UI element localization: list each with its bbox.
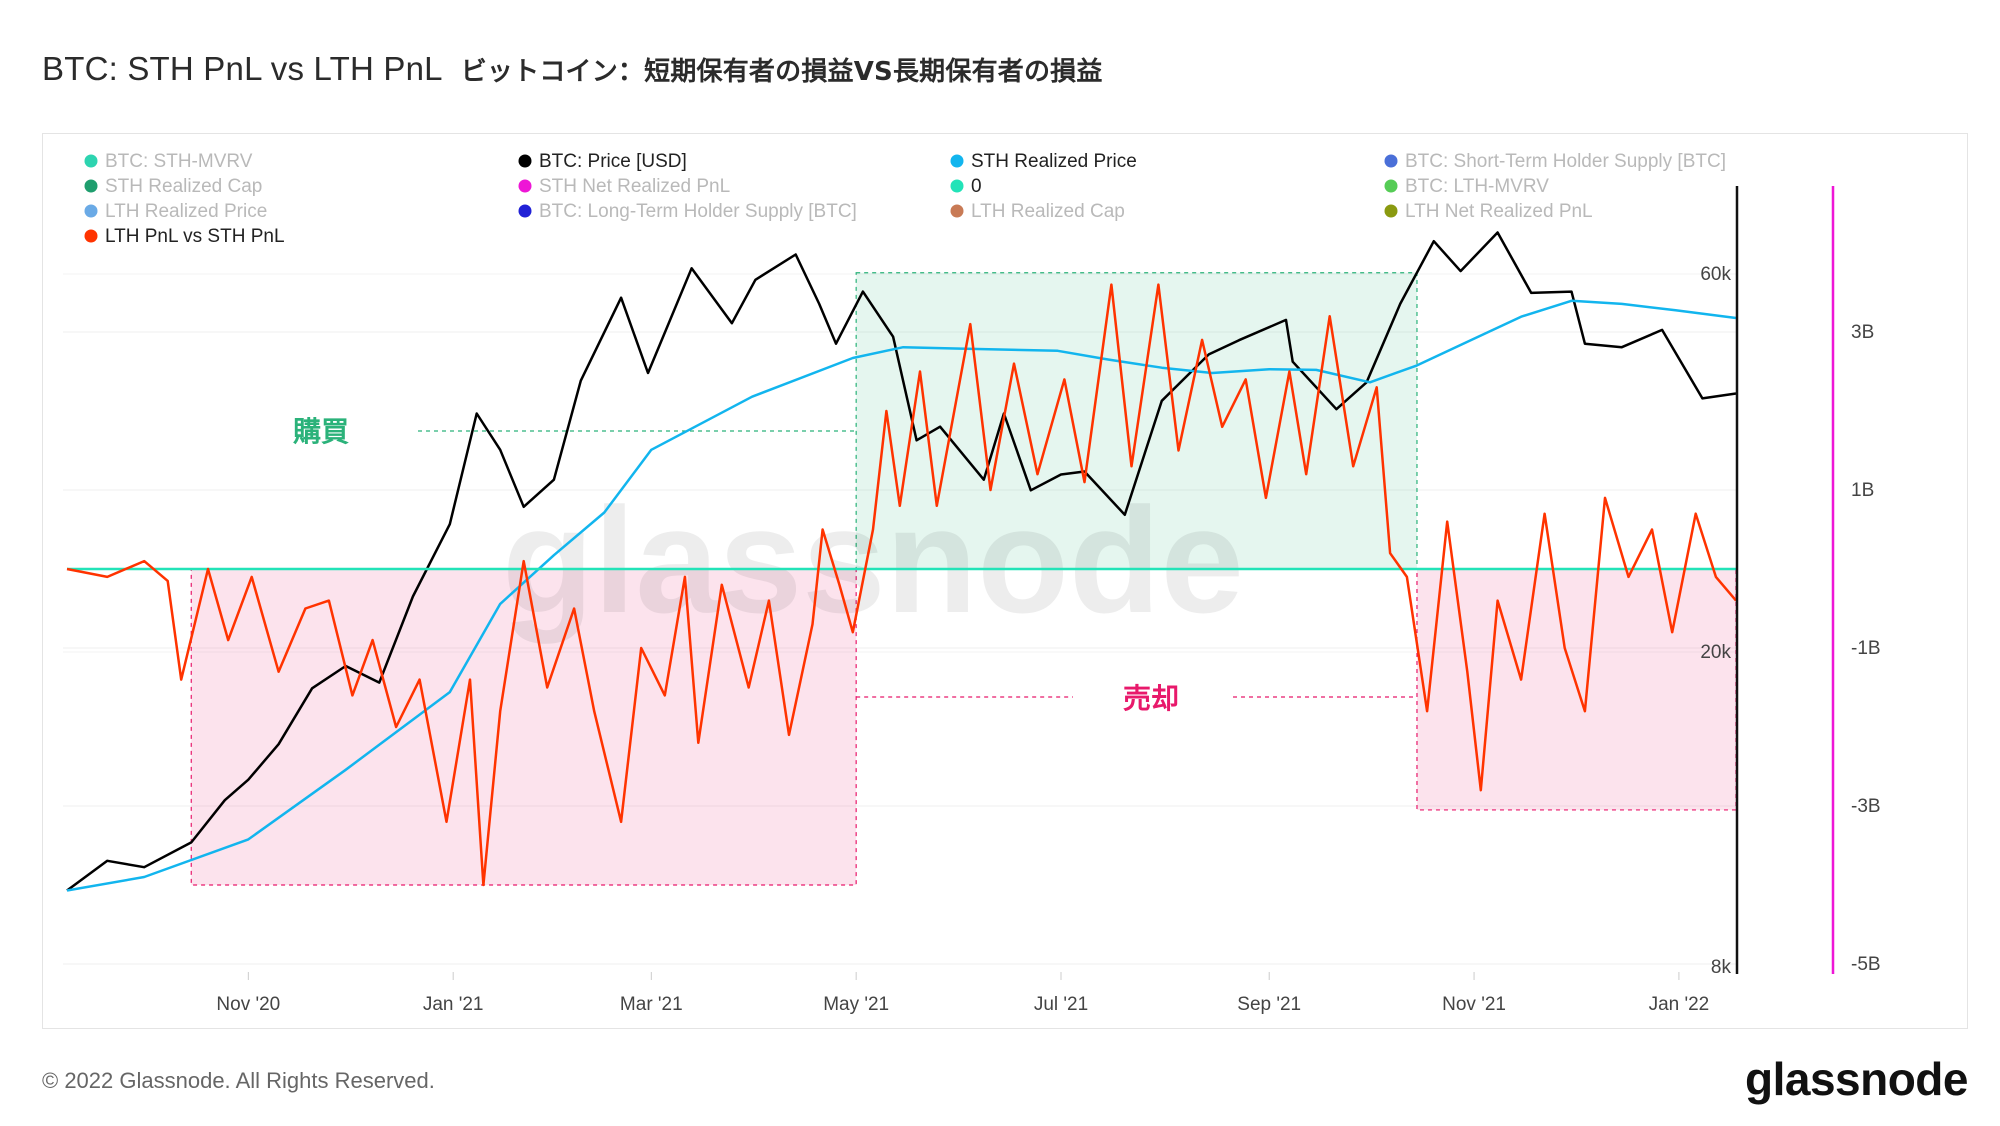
glassnode-logo: glassnode [1744,1053,1969,1105]
highlight-regions [190,272,1737,886]
y-right-tick-label-3: -3B [1851,796,1881,817]
sell-region-1 [190,568,857,886]
legend-label: 0 [971,176,982,197]
legend-item-lth-pnl-vs-sth-pnl[interactable]: LTH PnL vs STH PnL [84,226,285,247]
title-jp: ビットコイン：短期保有者の損益VS長期保有者の損益 [460,57,1103,87]
legend-item-sth-net-realized-pnl[interactable]: STH Net Realized PnL [518,176,731,197]
chart-title: BTC: STH PnL vs LTH PnL ビットコイン：短期保有者の損益VS… [42,50,1103,88]
legend-label: BTC: Short-Term Holder Supply [BTC] [1405,151,1726,172]
y-left-tick-label-1: 20k [1700,642,1731,663]
series-line-lth-pnl-vs-sth-pnl [66,283,1737,887]
x-tick-label-7: Jan '22 [1649,994,1710,1015]
y-left-tick-label-2: 60k [1700,264,1731,285]
legend-label: STH Realized Cap [105,176,262,197]
sell-region-2 [1416,568,1737,811]
legend-item-btc-short-term-holder-supply-btc[interactable]: BTC: Short-Term Holder Supply [BTC] [1384,151,1726,172]
annotation-connectors [418,430,1417,698]
series-lines [66,231,1737,892]
x-tick-label-0: Nov '20 [216,994,280,1015]
buy-region-0 [855,272,1418,570]
x-tick-label-1: Jan '21 [423,994,484,1015]
y-right-tick-label-1: 1B [1851,480,1874,501]
legend-item-btc-long-term-holder-supply-btc[interactable]: BTC: Long-Term Holder Supply [BTC] [518,201,857,222]
x-tick-label-4: Jul '21 [1034,994,1088,1015]
title-en: BTC: STH PnL vs LTH PnL [42,50,443,87]
y-left-tick-label-0: 8k [1711,957,1732,978]
legend-label: BTC: Long-Term Holder Supply [BTC] [539,201,857,222]
legend-item-btc-price-usd[interactable]: BTC: Price [USD] [518,151,687,172]
legend-item-lth-realized-price[interactable]: LTH Realized Price [84,201,268,222]
y-left-axis: 8k 20k 60k [1700,264,1731,978]
legend-marker [84,229,98,243]
x-tick-label-3: May '21 [823,994,889,1015]
legend-label: LTH PnL vs STH PnL [105,226,285,247]
legend-item-sth-realized-price[interactable]: STH Realized Price [950,151,1137,172]
legend-marker [1384,204,1398,218]
legend-marker [84,204,98,218]
legend-marker [950,154,964,168]
legend-item-btc-lth-mvrv[interactable]: BTC: LTH-MVRV [1384,176,1550,197]
legend-marker [518,154,532,168]
legend-marker [84,154,98,168]
copyright-text: © 2022 Glassnode. All Rights Reserved. [42,1068,435,1093]
legend-label: BTC: Price [USD] [539,151,687,172]
legend-item-lth-realized-cap[interactable]: LTH Realized Cap [950,201,1125,222]
legend-label: LTH Net Realized PnL [1405,201,1593,222]
legend-label: STH Realized Price [971,151,1137,172]
legend-item-sth-realized-cap[interactable]: STH Realized Cap [84,176,263,197]
legend: BTC: STH-MVRV BTC: Price [USD] STH Realize… [84,151,1726,247]
y-right-tick-label-2: -1B [1851,638,1881,659]
legend-marker [518,179,532,193]
legend-item-btc-sth-mvrv[interactable]: BTC: STH-MVRV [84,151,253,172]
legend-marker [518,204,532,218]
y-right-tick-label-0: 3B [1851,322,1874,343]
legend-label: LTH Realized Price [105,201,267,222]
x-tick-label-6: Nov '21 [1442,994,1506,1015]
series-line-btc-price-usd [66,231,1737,892]
legend-label: LTH Realized Cap [971,201,1125,222]
legend-marker [1384,154,1398,168]
legend-label: BTC: LTH-MVRV [1405,176,1549,197]
legend-label: STH Net Realized PnL [539,176,730,197]
legend-marker [1384,179,1398,193]
chart-panel: glassnode 購買売却 Nov '20 Jan '21 Mar '21 May '2… [42,133,1968,1029]
legend-marker [84,179,98,193]
legend-label: BTC: STH-MVRV [105,151,253,172]
y-right-axis: 3B 1B -1B -3B -5B [1851,322,1881,975]
x-tick-label-2: Mar '21 [620,994,683,1015]
x-axis: Nov '20 Jan '21 Mar '21 May '21 Jul '21 Sep '… [216,972,1709,1015]
x-tick-label-5: Sep '21 [1237,994,1301,1015]
legend-marker [950,179,964,193]
sell-label: 売却 [1123,682,1179,715]
buy-label: 購買 [293,415,349,448]
legend-marker [950,204,964,218]
legend-item-lth-net-realized-pnl[interactable]: LTH Net Realized PnL [1384,201,1593,222]
legend-item-0[interactable]: 0 [950,176,982,197]
watermark: glassnode [502,476,1244,644]
series-line-sth-realized-price [66,299,1737,892]
y-right-tick-label-4: -5B [1851,954,1881,975]
